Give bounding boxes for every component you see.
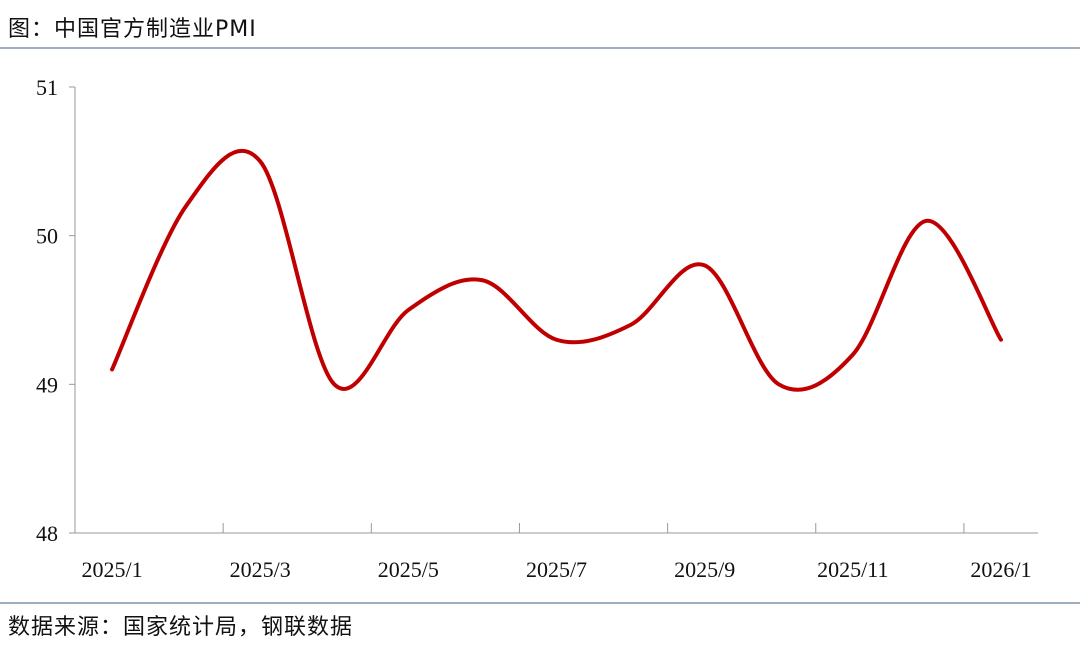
x-tick-label: 2026/1: [970, 557, 1031, 582]
x-tick-label: 2025/3: [230, 557, 291, 582]
source-note: 数据来源：国家统计局，钢联数据: [8, 615, 353, 640]
y-tick-label: 50: [36, 224, 58, 249]
y-tick-label: 49: [36, 372, 58, 397]
chart-title: 图：中国官方制造业PMI: [8, 17, 257, 42]
x-tick-label: 2025/11: [817, 557, 888, 582]
y-tick-label: 51: [36, 75, 58, 100]
data-line: [110, 148, 1003, 392]
x-tick-label: 2025/1: [81, 557, 142, 582]
x-tick-label: 2025/9: [674, 557, 735, 582]
x-tick-label: 2025/5: [378, 557, 439, 582]
y-tick-label: 48: [36, 521, 58, 546]
x-tick-label: 2025/7: [526, 557, 587, 582]
